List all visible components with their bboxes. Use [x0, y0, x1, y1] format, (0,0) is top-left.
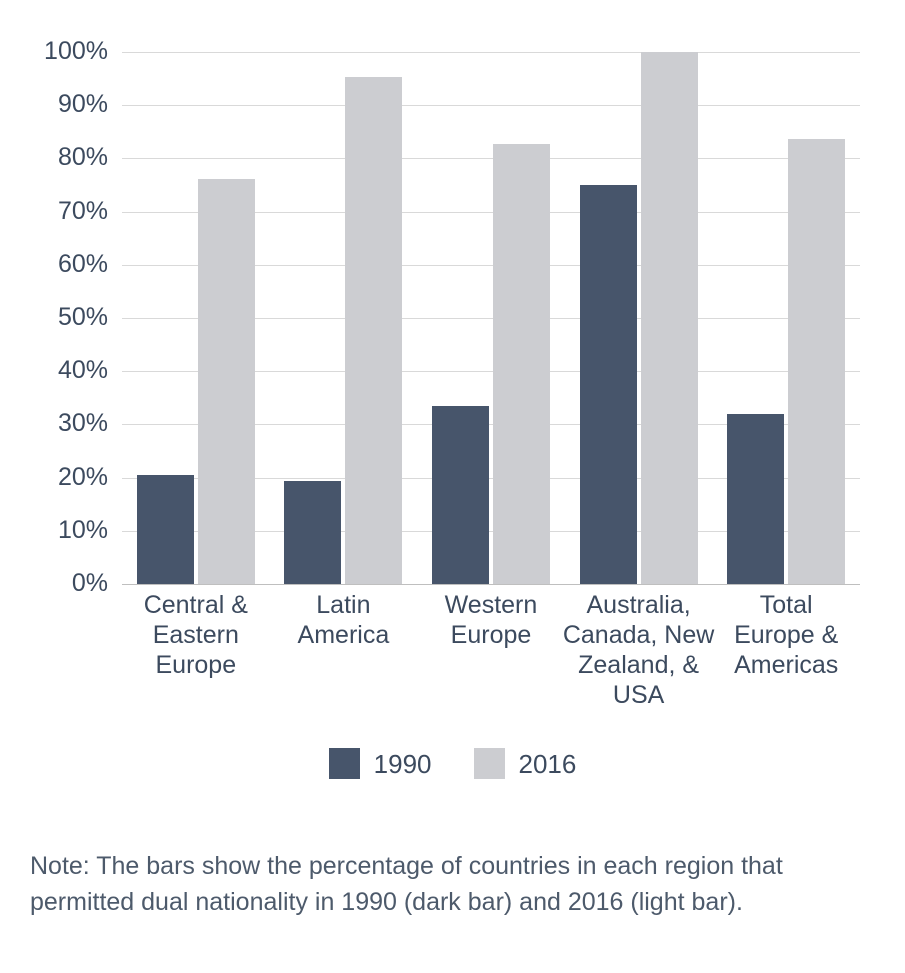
- x-tick-label-line: Australia,: [586, 591, 691, 619]
- bar: [284, 480, 342, 584]
- legend-swatch-icon: [328, 748, 360, 779]
- x-tick-label-line: Western: [444, 591, 538, 619]
- x-tick-label-line: Zealand, &: [578, 651, 700, 679]
- gridline: [122, 264, 860, 266]
- y-axis: 100% 90% 80% 70% 60% 50% 40% 30% 20% 10% 0%: [0, 0, 108, 973]
- chart-legend: 1990 2016: [0, 748, 905, 779]
- bar: [432, 405, 489, 584]
- gridline: [122, 371, 860, 373]
- x-tick-label-line: Central &: [143, 591, 248, 619]
- bar: [345, 77, 403, 584]
- x-tick-label: Western Europe: [409, 590, 573, 650]
- gridline: [122, 211, 860, 213]
- bar: [136, 475, 194, 584]
- x-tick-label-line: Total: [759, 591, 813, 619]
- bar: [788, 139, 846, 584]
- x-tick-label-line: USA: [612, 681, 665, 709]
- y-tick-label: 100%: [44, 37, 108, 65]
- bar: [640, 52, 698, 584]
- x-tick-label-line: Canada, New: [562, 621, 715, 649]
- bar: [727, 413, 785, 584]
- bar: [579, 185, 637, 584]
- x-tick-label: Australia, Canada, New Zealand, & USA: [557, 590, 721, 710]
- gridline: [122, 477, 860, 479]
- gridline: [122, 530, 860, 532]
- y-tick-label: 10%: [57, 515, 108, 544]
- x-tick-label: Latin America: [262, 590, 426, 650]
- x-tick-label: Total Europe & Americas: [704, 590, 868, 680]
- gridline: [122, 318, 860, 319]
- legend-item[interactable]: 1990: [328, 748, 432, 779]
- y-tick-label: 80%: [57, 143, 108, 172]
- legend-label: 2016: [518, 748, 577, 779]
- legend-label: 1990: [373, 748, 432, 779]
- x-tick-label-line: America: [297, 621, 390, 649]
- gridline: [122, 105, 860, 107]
- gridline: [122, 584, 860, 585]
- bar: [197, 179, 255, 584]
- x-tick-label: Central & Eastern Europe: [114, 590, 278, 680]
- legend-item[interactable]: 2016: [473, 748, 577, 779]
- gridline: [122, 158, 860, 160]
- bar: [493, 143, 550, 584]
- y-tick-label: 60%: [57, 249, 108, 278]
- x-tick-label-line: Europe &: [734, 621, 839, 649]
- y-tick-label: 90%: [57, 90, 108, 119]
- x-tick-label-line: Americas: [734, 651, 839, 679]
- y-tick-label: 70%: [57, 196, 108, 225]
- y-tick-label: 30%: [57, 409, 108, 438]
- x-tick-label-line: Latin: [316, 591, 371, 619]
- y-tick-label: 0%: [71, 569, 108, 597]
- x-tick-label-line: Europe: [155, 651, 237, 679]
- x-axis: Central & Eastern Europe Latin America Wester…: [122, 590, 860, 740]
- y-tick-label: 20%: [57, 462, 108, 491]
- chart-note: Note: The bars show the percentage of co…: [30, 852, 783, 916]
- legend-swatch-icon: [473, 748, 505, 779]
- y-tick-label: 40%: [57, 356, 108, 385]
- x-tick-label-line: Eastern: [152, 621, 239, 649]
- y-tick-label: 50%: [57, 303, 108, 331]
- x-tick-label-line: Europe: [450, 621, 532, 649]
- plot-area: [122, 52, 860, 585]
- gridline: [122, 52, 860, 53]
- gridline: [122, 424, 860, 426]
- bars-layer: [122, 52, 860, 584]
